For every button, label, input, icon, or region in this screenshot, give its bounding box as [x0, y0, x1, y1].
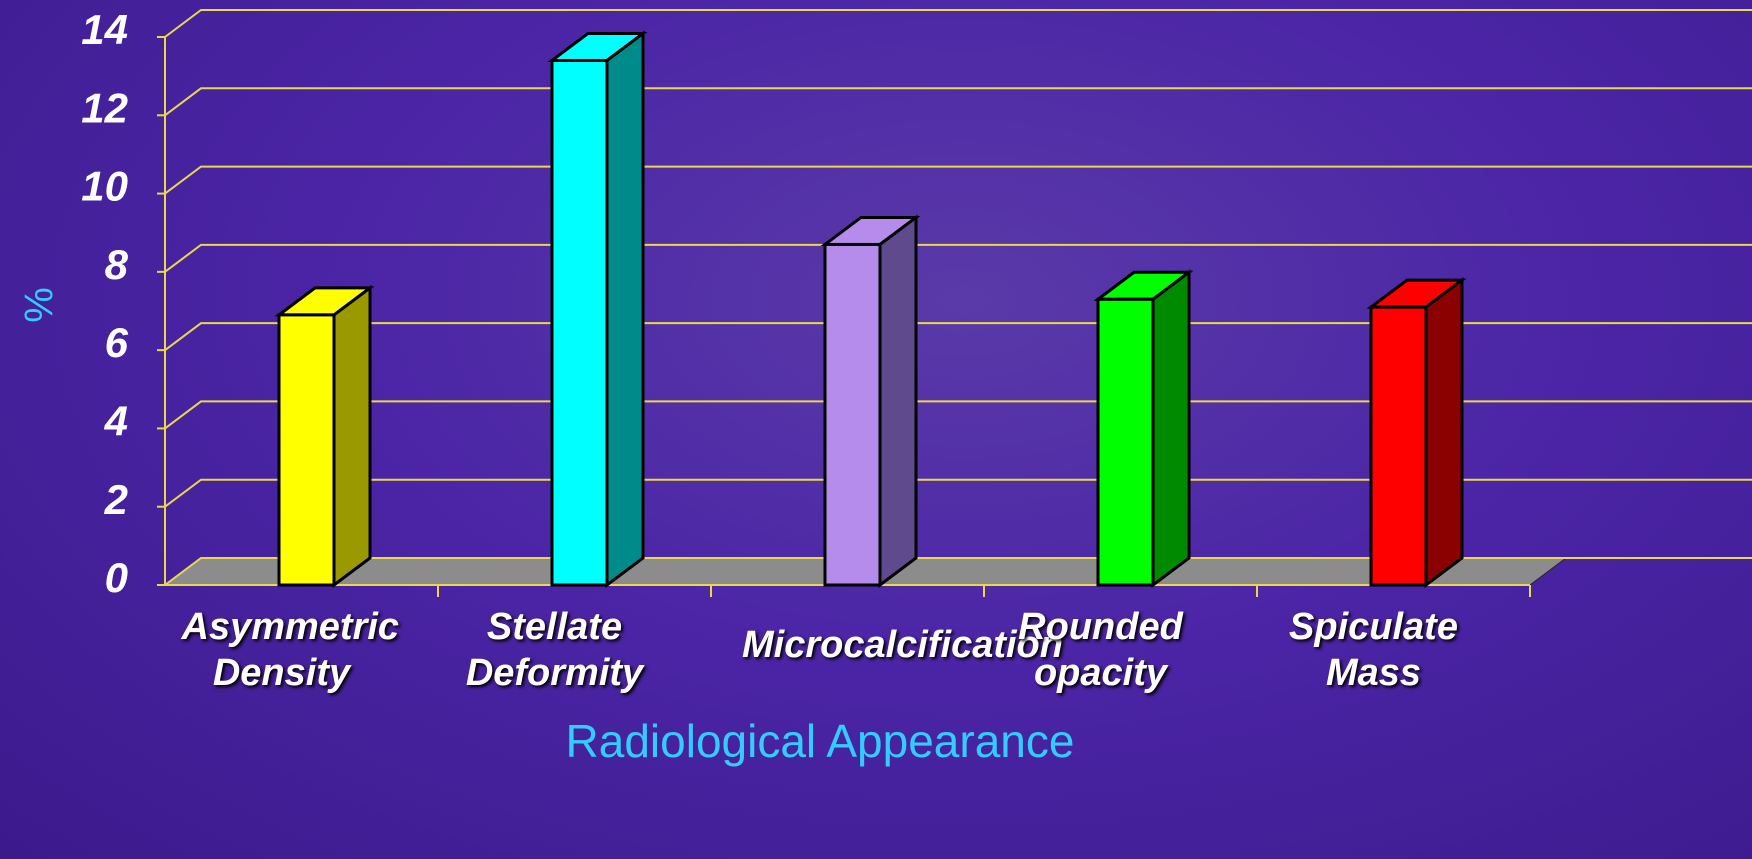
- bar-side: [332, 284, 372, 588]
- grid-line: [164, 478, 1752, 508]
- bar: [277, 313, 336, 587]
- y-tick-label: 0: [105, 554, 128, 601]
- x-tick-label: Spiculate Mass: [1289, 606, 1458, 694]
- bar-side: [878, 214, 918, 588]
- x-axis-label: Radiological Appearance: [566, 715, 1075, 767]
- bar: [823, 242, 882, 587]
- bar-side: [1151, 269, 1191, 588]
- grid-line: [164, 243, 1752, 273]
- y-tick-label: 8: [105, 241, 129, 288]
- grid-line: [164, 87, 1752, 117]
- bar: [1096, 297, 1155, 587]
- bar: [550, 58, 609, 587]
- bar-side: [1424, 277, 1464, 588]
- grid-line: [164, 9, 1752, 38]
- bar-side: [605, 30, 645, 588]
- y-tick-label: 12: [81, 84, 128, 131]
- y-tick-label: 10: [81, 163, 128, 210]
- bar: [1369, 305, 1428, 587]
- y-tick-label: 14: [81, 6, 128, 53]
- x-tick-label: Microcalcification: [742, 624, 1063, 666]
- x-tick-label: Rounded opacity: [1018, 606, 1183, 694]
- y-axis-label: %: [18, 287, 62, 323]
- y-tick-label: 6: [105, 319, 129, 366]
- grid-line: [164, 557, 1752, 586]
- x-tick-label: Asymmetric Density: [181, 606, 400, 694]
- grid-line: [164, 400, 1752, 430]
- y-tick-label: 2: [104, 476, 128, 523]
- grid-line: [164, 322, 1752, 351]
- x-tick-label: Stellate Deformity: [465, 606, 644, 694]
- grid-line: [164, 165, 1752, 195]
- y-tick-label: 4: [104, 398, 128, 445]
